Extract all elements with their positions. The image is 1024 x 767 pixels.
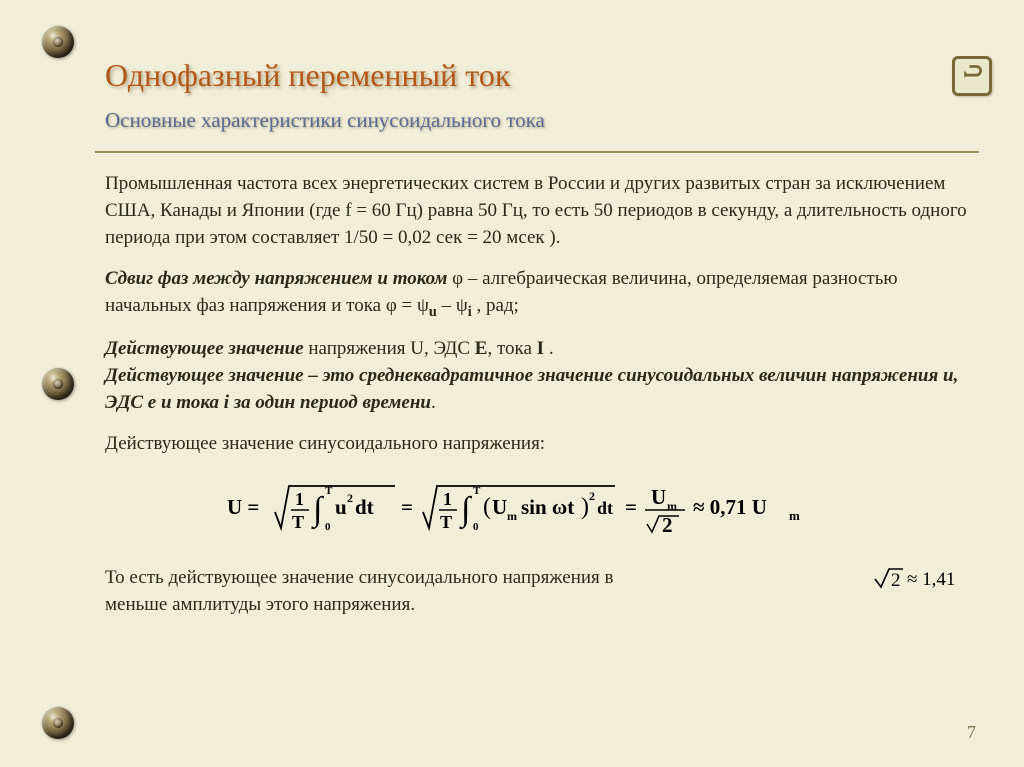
svg-text:=: = bbox=[625, 495, 637, 519]
svg-text:2: 2 bbox=[347, 491, 353, 505]
svg-text:u: u bbox=[335, 495, 347, 519]
svg-text:T: T bbox=[292, 512, 304, 532]
rms-def3: и тока bbox=[156, 392, 224, 413]
paragraph-1: Промышленная частота всех энергетических… bbox=[105, 171, 969, 252]
rms-e-low: e bbox=[148, 392, 156, 413]
rms-formula: U = 1 T ∫ T 0 u 2 dt = bbox=[105, 472, 969, 551]
rivet-bottom-left bbox=[42, 707, 74, 739]
svg-text:U: U bbox=[651, 485, 666, 509]
rms-lead: Действующее значение bbox=[105, 338, 304, 359]
page-subtitle: Основные характеристики синусоидального … bbox=[105, 108, 969, 133]
svg-text:0: 0 bbox=[473, 521, 479, 533]
sqrt2-inline: 2 ≈ 1,41 bbox=[873, 565, 969, 600]
rms-def4: за один период времени bbox=[229, 392, 431, 413]
svg-text:≈ 0,71 U: ≈ 0,71 U bbox=[693, 495, 767, 519]
svg-text:m: m bbox=[667, 499, 677, 513]
svg-text:1: 1 bbox=[443, 489, 452, 509]
rivet-top-left bbox=[42, 26, 74, 58]
svg-text:m: m bbox=[789, 508, 800, 523]
svg-text:dt: dt bbox=[355, 495, 374, 519]
outro-pre: То есть действующее значение синусоидаль… bbox=[105, 567, 614, 588]
svg-text:dt: dt bbox=[597, 498, 613, 518]
rms-u: u bbox=[943, 365, 954, 386]
rms-mid: , тока bbox=[487, 338, 536, 359]
svg-text:T: T bbox=[440, 512, 452, 532]
phase-sym: φ bbox=[447, 268, 463, 289]
return-icon bbox=[959, 63, 985, 89]
paragraph-phase: Сдвиг фаз между напряжением и током φ – … bbox=[105, 266, 969, 322]
phase-minus: – ψ bbox=[437, 295, 468, 316]
svg-text:0: 0 bbox=[325, 521, 331, 533]
phase-label: Сдвиг фаз между напряжением и током bbox=[105, 268, 447, 289]
rms-lead-tail: напряжения U, ЭДС bbox=[304, 338, 475, 359]
slide: Однофазный переменный ток Основные харак… bbox=[0, 0, 1024, 767]
svg-text:T: T bbox=[325, 485, 333, 497]
divider bbox=[95, 151, 979, 153]
svg-text:1: 1 bbox=[295, 489, 304, 509]
svg-text:T: T bbox=[473, 485, 481, 497]
svg-text:2: 2 bbox=[891, 570, 901, 591]
svg-text:∫: ∫ bbox=[311, 491, 325, 530]
svg-text:2: 2 bbox=[589, 489, 595, 503]
svg-text:U: U bbox=[492, 495, 507, 519]
rms-dot: . bbox=[544, 338, 554, 359]
page-number: 7 bbox=[967, 722, 976, 743]
back-button[interactable] bbox=[952, 56, 992, 96]
svg-text:U =: U = bbox=[227, 495, 259, 519]
page-title: Однофазный переменный ток bbox=[105, 57, 969, 94]
rms-def1: Действующее значение – это среднеквадрат… bbox=[105, 365, 943, 386]
formula-intro: Действующее значение синусоидального нап… bbox=[105, 431, 969, 458]
phase-end: , рад; bbox=[472, 295, 519, 316]
svg-text:sin ωt: sin ωt bbox=[521, 495, 574, 519]
outro: То есть действующее значение синусоидаль… bbox=[105, 565, 969, 619]
rms-i-cap: I bbox=[537, 338, 544, 359]
svg-text:≈ 1,41: ≈ 1,41 bbox=[907, 569, 955, 590]
svg-text:m: m bbox=[507, 509, 517, 523]
content: Промышленная частота всех энергетических… bbox=[105, 171, 969, 619]
rivet-mid-left bbox=[42, 368, 74, 400]
rms-period: . bbox=[431, 392, 436, 413]
svg-text:=: = bbox=[401, 495, 413, 519]
svg-text:(: ( bbox=[483, 494, 491, 520]
phase-sub-u: u bbox=[429, 304, 437, 320]
rms-e-cap: E bbox=[475, 338, 488, 359]
paragraph-rms: Действующее значение напряжения U, ЭДС E… bbox=[105, 336, 969, 417]
svg-text:): ) bbox=[581, 494, 589, 520]
svg-text:∫: ∫ bbox=[459, 491, 473, 530]
outro-after: меньше амплитуды этого напряжения. bbox=[105, 594, 415, 615]
svg-text:2: 2 bbox=[662, 513, 673, 537]
